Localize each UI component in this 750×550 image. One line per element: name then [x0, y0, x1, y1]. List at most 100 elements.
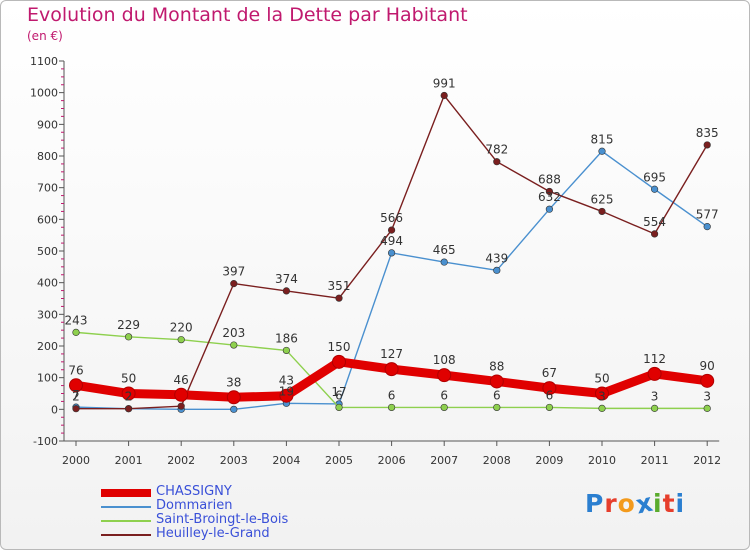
x-tick-label: 2006 — [378, 454, 406, 467]
data-point — [226, 390, 241, 405]
y-tick-label: 900 — [37, 118, 58, 131]
y-tick-label: 800 — [37, 150, 58, 163]
legend-swatch — [101, 520, 151, 522]
data-point — [174, 387, 189, 402]
data-label: 203 — [222, 326, 245, 340]
data-point — [335, 294, 343, 302]
y-tick-label: 1100 — [30, 55, 58, 68]
data-label: 90 — [700, 359, 715, 373]
data-point — [282, 287, 291, 295]
data-point — [647, 366, 662, 381]
x-tick-label: 2007 — [430, 454, 458, 467]
data-label: 6 — [440, 388, 448, 402]
data-label: 7 — [72, 388, 80, 402]
x-tick-label: 2000 — [62, 454, 90, 467]
data-label: 3 — [598, 389, 606, 403]
y-tick-label: 500 — [37, 245, 58, 258]
data-label: 17 — [331, 385, 346, 399]
data-point — [335, 403, 343, 412]
data-point — [545, 205, 554, 213]
data-point — [650, 230, 659, 238]
data-label: 554 — [643, 215, 666, 229]
data-label: 6 — [493, 388, 501, 402]
data-point — [595, 386, 609, 401]
data-point — [493, 266, 501, 274]
data-point — [440, 258, 448, 266]
x-tick-label: 2011 — [641, 454, 669, 467]
x-tick-label: 2004 — [272, 454, 300, 467]
y-tick-label: 200 — [37, 340, 58, 353]
data-label: 566 — [380, 211, 403, 225]
x-tick-label: 2002 — [167, 454, 195, 467]
data-label: 150 — [328, 340, 351, 354]
data-point — [650, 185, 659, 193]
data-label: 465 — [433, 243, 456, 257]
data-label: 229 — [117, 318, 140, 332]
data-point — [230, 405, 238, 413]
data-label: 112 — [643, 352, 666, 366]
data-label: 6 — [335, 388, 343, 402]
data-label: 625 — [591, 192, 614, 206]
x-tick-label: 2012 — [693, 454, 721, 467]
data-label: 2 — [125, 390, 133, 404]
data-point — [124, 333, 133, 341]
data-point — [437, 368, 452, 383]
data-label: 688 — [538, 172, 561, 186]
data-label: 6 — [546, 388, 554, 402]
data-label: 695 — [643, 170, 666, 184]
data-label: 782 — [485, 143, 508, 157]
y-tick-label: 700 — [37, 182, 58, 195]
data-label: 835 — [696, 126, 719, 140]
legend-swatch — [101, 506, 151, 508]
data-label: 220 — [170, 321, 193, 335]
y-tick-label: 400 — [37, 277, 58, 290]
data-point — [384, 362, 399, 377]
data-label: 494 — [380, 234, 403, 248]
legend-swatch — [101, 489, 151, 497]
data-point — [440, 91, 448, 100]
x-tick-label: 2010 — [588, 454, 616, 467]
data-label: 632 — [538, 190, 561, 204]
legend-label: Saint-Broingt-le-Bois — [156, 512, 289, 527]
data-point — [703, 141, 711, 149]
data-point — [545, 187, 554, 196]
y-tick-label: 600 — [37, 213, 58, 226]
data-point — [493, 158, 501, 166]
data-label: 127 — [380, 347, 403, 361]
data-label: 374 — [275, 272, 298, 286]
data-point — [388, 249, 396, 257]
data-label: 19 — [279, 384, 294, 398]
data-point — [282, 346, 291, 355]
data-point — [545, 403, 554, 412]
data-point — [332, 354, 346, 369]
data-point — [650, 404, 659, 412]
legend-swatch — [101, 534, 151, 536]
legend-label: Dommarien — [156, 498, 233, 513]
data-label: 2 — [125, 390, 133, 404]
data-point — [598, 147, 606, 155]
data-point — [388, 403, 396, 412]
data-point — [69, 378, 83, 393]
data-label: 397 — [222, 265, 245, 279]
data-label: 577 — [696, 208, 719, 222]
data-point — [440, 403, 448, 412]
data-label: 108 — [433, 353, 456, 367]
data-point — [700, 373, 715, 388]
data-point — [124, 405, 133, 413]
x-tick-label: 2003 — [220, 454, 248, 467]
data-label: 67 — [542, 366, 557, 380]
data-point — [72, 405, 80, 413]
data-point — [72, 328, 80, 336]
data-label: 351 — [328, 279, 351, 293]
x-tick-label: 2001 — [115, 454, 143, 467]
data-point — [388, 226, 396, 234]
x-tick-label: 2005 — [325, 454, 353, 467]
data-label: 6 — [388, 388, 396, 402]
chart-title: Evolution du Montant de la Dette par Hab… — [27, 4, 468, 26]
legend-label: Heuilley-le-Grand — [156, 526, 270, 541]
chart-subtitle: (en €) — [27, 29, 63, 43]
x-tick-label: 2008 — [483, 454, 511, 467]
y-tick-label: 300 — [37, 308, 58, 321]
data-label: 815 — [591, 132, 614, 146]
